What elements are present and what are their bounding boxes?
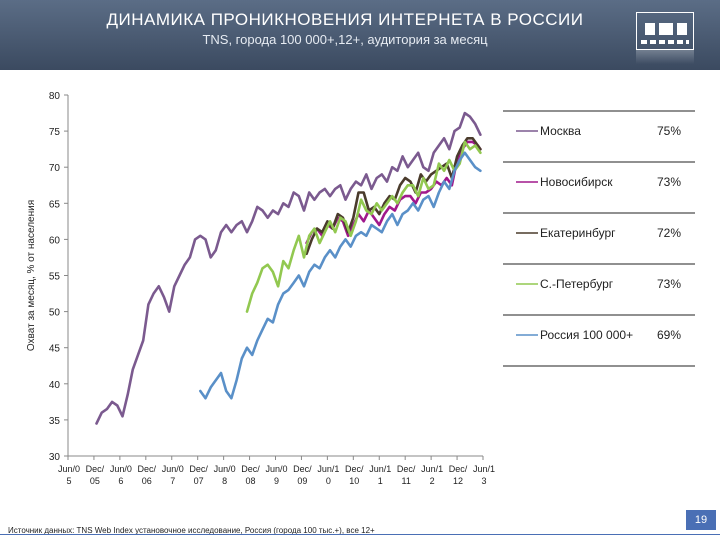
x-tick-label-bottom: 9: [274, 476, 279, 486]
y-tick-label: 35: [49, 416, 61, 427]
x-tick-label-top: Jun/1: [369, 464, 391, 474]
legend-label: Россия 100 000+: [540, 328, 633, 342]
x-tick-label-bottom: 6: [118, 476, 123, 486]
x-tick-label-bottom: 1: [378, 476, 383, 486]
y-tick-label: 40: [49, 380, 61, 391]
x-tick-label-top: Jun/1: [421, 464, 443, 474]
x-tick-label-top: Jun/0: [265, 464, 287, 474]
page-number: 19: [686, 510, 716, 530]
y-tick-label: 50: [49, 308, 61, 319]
x-tick-label-top: Jun/0: [110, 464, 132, 474]
x-tick-label-top: Dec/: [449, 464, 468, 474]
x-tick-label-top: Dec/: [397, 464, 416, 474]
legend-label: Москва: [540, 124, 581, 138]
x-tick-label-bottom: 12: [453, 476, 463, 486]
y-tick-label: 70: [49, 163, 61, 174]
header-banner: ДИНАМИКА ПРОНИКНОВЕНИЯ ИНТЕРНЕТА В РОССИ…: [0, 0, 720, 70]
x-tick-label-bottom: 10: [349, 476, 359, 486]
legend-final-value: 75%: [657, 124, 681, 138]
x-tick-label-bottom: 07: [194, 476, 204, 486]
page-subtitle: TNS, города 100 000+,12+, аудитория за м…: [202, 32, 488, 47]
series-line-5: [199, 151, 482, 400]
x-tick-label-bottom: 06: [142, 476, 152, 486]
legend-final-value: 69%: [657, 328, 681, 342]
legend-label: С.-Петербург: [540, 277, 614, 291]
legend-final-value: 73%: [657, 175, 681, 189]
x-tick-label-bottom: 5: [66, 476, 71, 486]
y-tick-label: 80: [49, 91, 61, 102]
y-tick-label: 60: [49, 235, 61, 246]
legend-label: Новосибирск: [540, 175, 613, 189]
source-note: Источник данных: TNS Web Index установоч…: [8, 526, 375, 535]
x-tick-label-top: Dec/: [293, 464, 312, 474]
x-tick-label-top: Jun/1: [317, 464, 339, 474]
y-tick-label: 45: [49, 344, 61, 355]
y-tick-label: 65: [49, 199, 61, 210]
y-tick-label: 30: [49, 452, 61, 463]
legend-final-value: 72%: [657, 226, 681, 240]
logo-reflection: [636, 50, 694, 64]
x-tick-label-top: Dec/: [241, 464, 260, 474]
y-axis-label: Охват за месяц, % от населения: [26, 200, 37, 351]
legend-label: Екатеринбург: [540, 226, 616, 240]
logo-icon: [636, 12, 694, 50]
x-tick-label-top: Dec/: [189, 464, 208, 474]
x-tick-label-top: Jun/1: [473, 464, 495, 474]
x-tick-label-top: Dec/: [86, 464, 105, 474]
series-line-1: [95, 111, 482, 425]
x-tick-label-bottom: 2: [430, 476, 435, 486]
footer-divider: [0, 534, 720, 535]
x-tick-label-top: Jun/0: [162, 464, 184, 474]
y-tick-label: 75: [49, 127, 61, 138]
x-tick-label-top: Jun/0: [58, 464, 80, 474]
x-tick-label-bottom: 7: [170, 476, 175, 486]
x-tick-label-bottom: 05: [90, 476, 100, 486]
y-tick-label: 55: [49, 272, 61, 283]
x-tick-label-top: Jun/0: [214, 464, 236, 474]
x-tick-label-bottom: 3: [481, 476, 486, 486]
x-tick-label-bottom: 8: [222, 476, 227, 486]
line-chart: 3035404550556065707580Jun/05Dec/05Jun/06…: [26, 91, 695, 486]
page-title: ДИНАМИКА ПРОНИКНОВЕНИЯ ИНТЕРНЕТА В РОССИ…: [106, 10, 584, 29]
x-tick-label-bottom: 0: [326, 476, 331, 486]
legend-final-value: 73%: [657, 277, 681, 291]
x-tick-label-top: Dec/: [345, 464, 364, 474]
x-tick-label-bottom: 11: [402, 476, 411, 486]
x-tick-label-top: Dec/: [138, 464, 157, 474]
x-tick-label-bottom: 08: [246, 476, 256, 486]
series-line-4: [245, 140, 482, 313]
x-tick-label-bottom: 09: [297, 476, 307, 486]
